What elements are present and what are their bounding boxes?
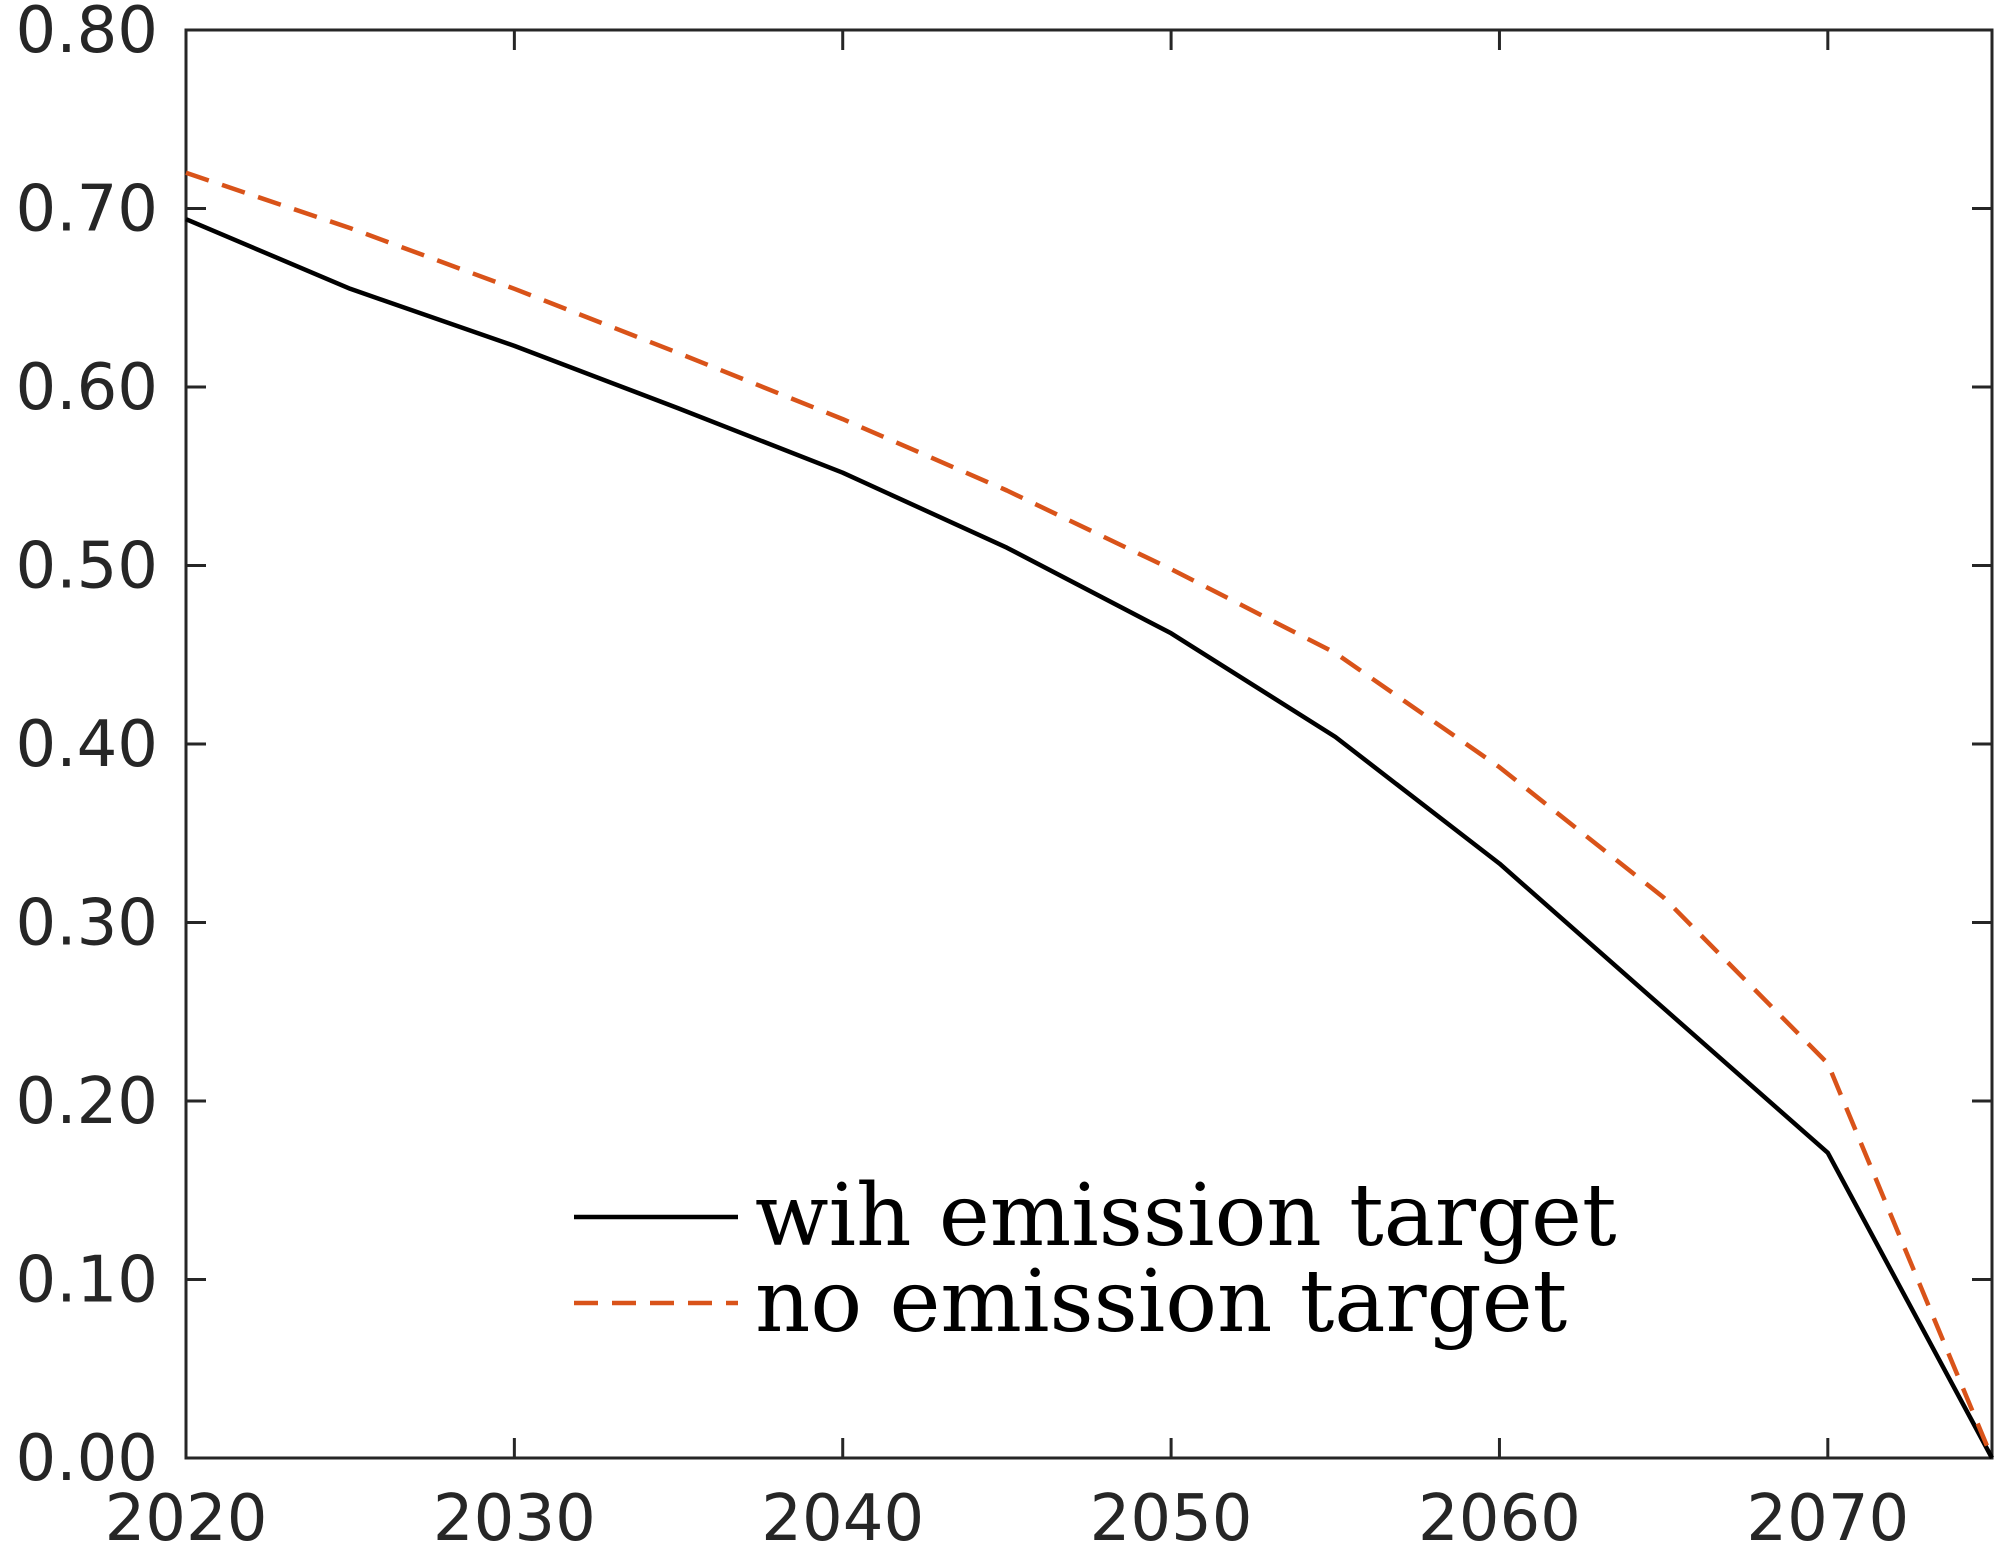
y-tick-label: 0.60: [16, 351, 159, 425]
y-tick-label: 0.40: [16, 708, 159, 782]
y-tick-label: 0.50: [16, 530, 159, 604]
y-tick-label: 0.80: [16, 0, 159, 68]
series-line-2: [185, 170, 1995, 1459]
series-line-1: [185, 217, 1994, 1460]
y-tick-label: 0.70: [16, 173, 159, 247]
x-tick-label: 2020: [105, 1482, 268, 1554]
legend-label-2: no emission target: [755, 1252, 1567, 1352]
x-tick-label: 2030: [433, 1482, 596, 1554]
y-tick-label: 0.10: [16, 1244, 159, 1318]
y-tick-label: 0.20: [16, 1065, 159, 1139]
x-tick-label: 2040: [761, 1482, 924, 1554]
axes: 2020 2030 2040 2050 2060 2070 0.00 0.10 0.20 0.30…: [16, 0, 1994, 1556]
x-tick-label: 2050: [1090, 1482, 1253, 1554]
series-layer: [185, 170, 1995, 1460]
legend-label-1: wih emission target: [755, 1166, 1617, 1266]
x-tick-label: 2070: [1746, 1482, 1909, 1554]
y-tick-label: 0.00: [16, 1422, 159, 1496]
y-tick-label: 0.30: [16, 887, 159, 961]
x-tick-label: 2060: [1418, 1482, 1581, 1554]
